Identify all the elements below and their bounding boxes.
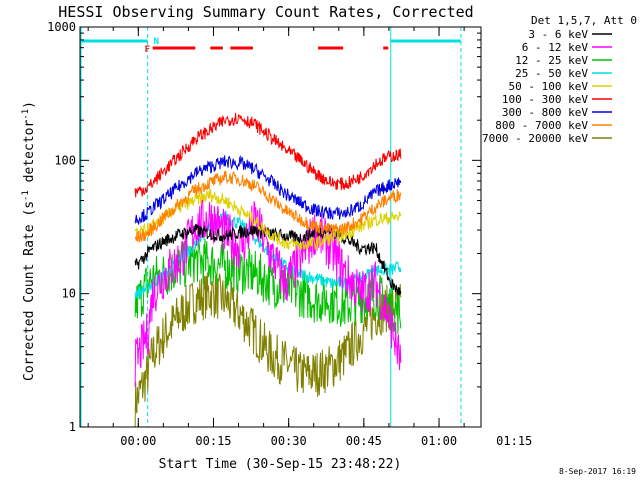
legend-header: Det 1,5,7, Att 0 bbox=[531, 14, 637, 27]
y-tick-label: 1 bbox=[69, 420, 76, 434]
night-boundaries bbox=[80, 27, 462, 427]
series-line bbox=[134, 170, 402, 243]
flag-bars: NF bbox=[80, 37, 461, 55]
series-line bbox=[134, 198, 402, 387]
y-tick-label: 1000 bbox=[47, 20, 76, 34]
y-axis-ticks: 1 10 100 1000 bbox=[47, 20, 481, 434]
series-lines bbox=[134, 112, 402, 428]
plot-frame bbox=[79, 26, 482, 428]
timestamp: 8-Sep-2017 16:19 bbox=[559, 467, 636, 476]
y-axis-label-sup2: -1 bbox=[21, 109, 31, 120]
series-line bbox=[134, 154, 402, 225]
legend-entry-label: 12 - 25 keV bbox=[515, 54, 588, 67]
x-tick-label: 00:45 bbox=[346, 434, 382, 448]
x-axis-label: Start Time (30-Sep-15 23:48:22) bbox=[159, 457, 402, 472]
legend-entry-label: 6 - 12 keV bbox=[522, 41, 589, 54]
night-flag-label: N bbox=[154, 37, 159, 47]
legend-entry-label: 300 - 800 keV bbox=[502, 106, 588, 119]
y-axis-label: Corrected Count Rate (s-1 detector-1) bbox=[21, 101, 37, 381]
x-tick-label: 00:15 bbox=[195, 434, 231, 448]
y-axis-label-mid: detector bbox=[22, 120, 37, 191]
legend-entry-label: 25 - 50 keV bbox=[515, 67, 588, 80]
x-tick-label: 00:30 bbox=[271, 434, 307, 448]
y-axis-label-main: Corrected Count Rate (s bbox=[22, 201, 37, 381]
series-line bbox=[134, 223, 402, 296]
legend-entry-label: 3 - 6 keV bbox=[528, 28, 588, 41]
legend-entry-label: 100 - 300 keV bbox=[502, 93, 588, 106]
y-axis-label-sup1: -1 bbox=[21, 190, 31, 201]
y-tick-label: 10 bbox=[62, 287, 76, 301]
series-line bbox=[134, 112, 402, 198]
x-tick-label: 01:00 bbox=[421, 434, 457, 448]
legend-entry-label: 50 - 100 keV bbox=[509, 80, 589, 93]
chart-title: HESSI Observing Summary Count Rates, Cor… bbox=[58, 3, 473, 21]
legend-entry-label: 7000 - 20000 keV bbox=[482, 132, 588, 145]
x-tick-label: 01:15 bbox=[496, 434, 532, 448]
x-axis-ticks: 00:00 00:15 00:30 00:45 01:00 01:15 bbox=[87, 27, 532, 448]
y-axis-label-end: ) bbox=[22, 101, 37, 109]
x-tick-label: 00:00 bbox=[120, 434, 156, 448]
y-tick-label: 100 bbox=[54, 153, 76, 167]
legend-entry-label: 800 - 7000 keV bbox=[495, 119, 588, 132]
series-line bbox=[134, 272, 402, 428]
